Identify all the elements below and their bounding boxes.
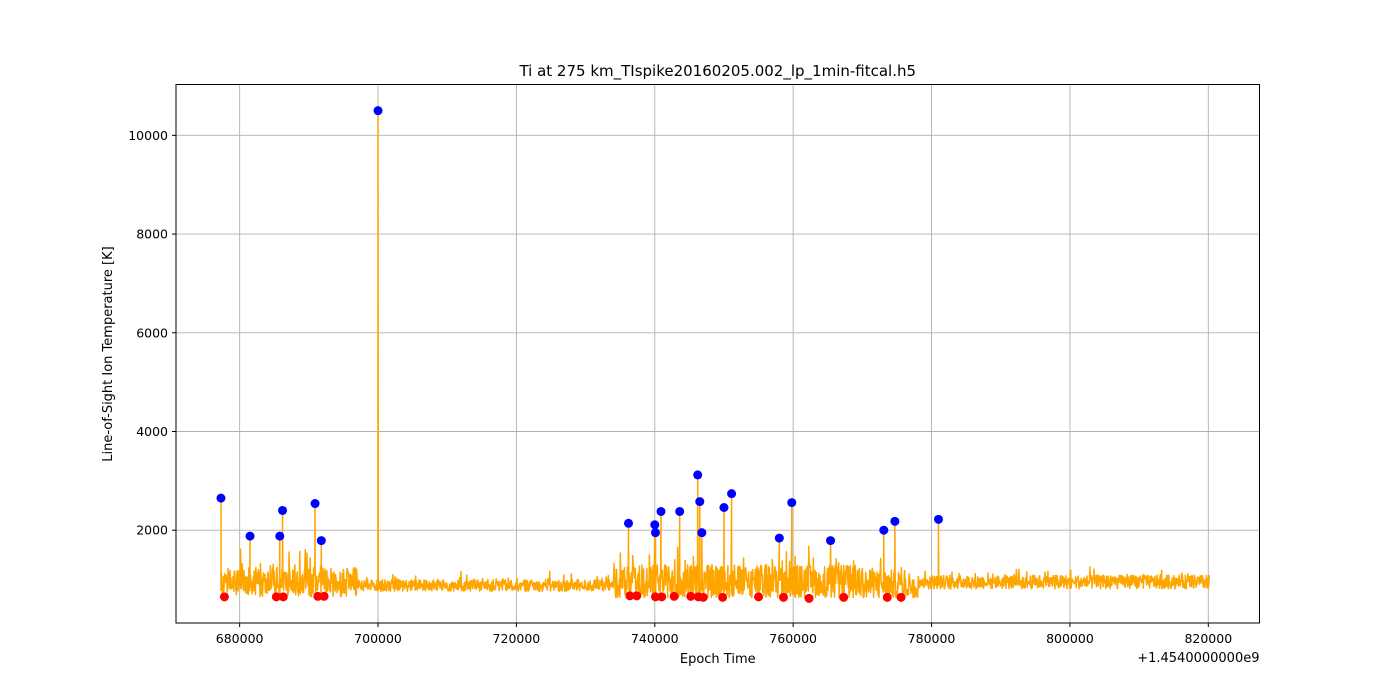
trough-point — [718, 592, 728, 602]
peak-point — [693, 470, 703, 480]
trough-point — [754, 592, 764, 602]
x-axis-label: Epoch Time — [680, 652, 756, 667]
trough-point — [896, 592, 906, 602]
x-tick-label: 760000 — [769, 631, 817, 646]
peak-point — [656, 506, 666, 516]
plot-frame — [175, 84, 1260, 624]
x-tick-label: 780000 — [908, 631, 956, 646]
trough-point — [271, 592, 281, 602]
trough-point — [657, 592, 667, 602]
trough-point — [278, 592, 288, 602]
peak-point — [650, 520, 660, 530]
peak-point — [675, 506, 685, 516]
peak-point — [787, 498, 797, 508]
trough-point — [778, 592, 788, 602]
peak-point — [879, 525, 889, 535]
peak-point — [278, 505, 288, 515]
peak-point — [890, 516, 900, 526]
peak-point — [695, 497, 705, 507]
peak-point — [719, 503, 729, 513]
trough-point — [804, 593, 814, 603]
trough-point — [313, 591, 323, 601]
trough-point — [882, 592, 892, 602]
peak-markers — [216, 106, 943, 546]
trough-point — [319, 591, 329, 601]
peak-point — [373, 106, 383, 116]
x-axis-ticks: 680000 700000 720000 740000 760000 780000 8000… — [216, 623, 1232, 646]
peak-point — [727, 489, 737, 499]
trough-point — [839, 592, 849, 602]
x-tick-label: 700000 — [354, 631, 402, 646]
y-axis-ticks: 2000 4000 6000 8000 10000 — [128, 128, 176, 538]
trough-point — [669, 591, 679, 601]
x-tick-label: 820000 — [1184, 631, 1232, 646]
trough-point — [686, 591, 696, 601]
ion-temperature-line — [220, 109, 1211, 599]
peak-point — [826, 536, 836, 546]
peak-point — [697, 528, 707, 538]
trough-point — [625, 591, 635, 601]
peak-point — [275, 531, 285, 541]
peak-point — [650, 528, 660, 538]
x-tick-label: 740000 — [631, 631, 679, 646]
y-tick-label: 2000 — [136, 523, 168, 538]
y-tick-label: 10000 — [128, 128, 168, 143]
x-tick-label: 720000 — [493, 631, 541, 646]
line-series — [220, 109, 1211, 599]
grid — [176, 84, 1260, 623]
peak-point — [216, 493, 226, 503]
y-axis-label: Line-of-Sight Ion Temperature [K] — [101, 246, 116, 461]
peak-point — [316, 536, 326, 546]
peak-point — [933, 514, 943, 524]
trough-point — [698, 592, 708, 602]
trough-point — [219, 592, 229, 602]
peak-point — [623, 518, 633, 528]
y-tick-label: 4000 — [136, 424, 168, 439]
peak-point — [774, 533, 784, 543]
y-tick-label: 6000 — [136, 325, 168, 340]
x-axis-offset-label: +1.4540000000e9 — [1137, 651, 1259, 666]
trough-markers — [219, 591, 906, 603]
y-tick-label: 8000 — [136, 227, 168, 242]
trough-point — [650, 592, 660, 602]
peak-point — [245, 531, 255, 541]
x-tick-label: 680000 — [216, 631, 264, 646]
chart-title: Ti at 275 km_TIspike20160205.002_lp_1min… — [518, 62, 916, 81]
peak-point — [310, 499, 320, 509]
x-tick-label: 800000 — [1046, 631, 1094, 646]
trough-point — [632, 591, 642, 601]
